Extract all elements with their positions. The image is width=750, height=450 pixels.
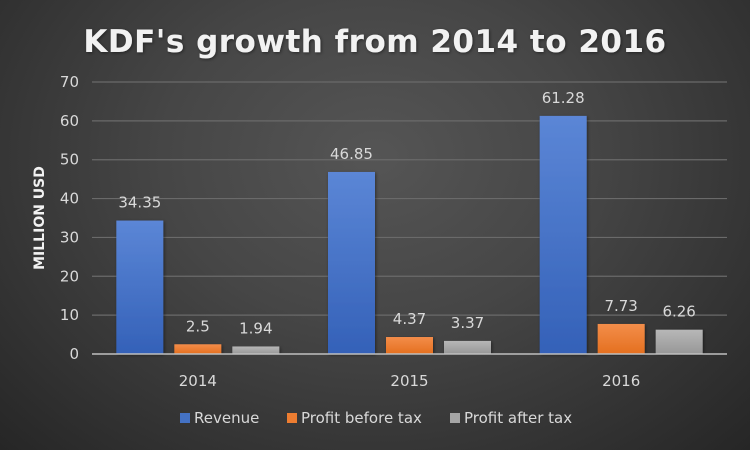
data-label: 1.94 — [239, 319, 272, 337]
bar-profit-after-tax-2016 — [655, 329, 703, 354]
data-label: 34.35 — [118, 194, 161, 212]
y-tick-label: 30 — [60, 228, 79, 246]
data-label: 61.28 — [542, 89, 585, 107]
legend-item-profit-after-tax: Profit after tax — [450, 409, 572, 427]
y-tick-label: 40 — [60, 190, 79, 208]
y-tick-label: 20 — [60, 267, 79, 285]
data-label: 2.5 — [186, 317, 210, 335]
data-label: 46.85 — [330, 145, 373, 163]
data-label: 7.73 — [604, 297, 637, 315]
legend-label: Profit after tax — [464, 409, 572, 427]
x-tick-label: 2015 — [390, 372, 428, 390]
bar-revenue-2016 — [539, 115, 587, 355]
legend-swatch — [180, 413, 190, 423]
gridlines — [92, 81, 727, 316]
bar-profit-after-tax-2014 — [232, 346, 280, 354]
y-tick-label: 10 — [60, 306, 79, 324]
y-axis-ticks: 0 10 20 30 40 50 60 70 — [60, 73, 79, 363]
data-label: 4.37 — [393, 310, 426, 328]
y-tick-label: 50 — [60, 151, 79, 169]
data-label: 3.37 — [451, 314, 484, 332]
legend-item-revenue: Revenue — [180, 409, 259, 427]
chart-title: KDF's growth from 2014 to 2016 — [83, 24, 666, 60]
y-tick-label: 0 — [69, 345, 79, 363]
x-axis-ticks: 2014 2015 2016 — [179, 372, 641, 390]
legend-label: Profit before tax — [301, 409, 422, 427]
x-tick-label: 2016 — [602, 372, 640, 390]
bars: 34.35 2.5 1.94 46.85 4.37 3.37 61.28 7.73 6.26 — [116, 89, 703, 355]
y-axis-label: MILLION USD — [32, 166, 48, 270]
bar-profit-after-tax-2015 — [444, 340, 491, 354]
bar-revenue-2014 — [116, 220, 164, 354]
legend-swatch — [450, 413, 460, 423]
data-label: 6.26 — [662, 303, 695, 321]
bar-profit-before-tax-2016 — [597, 323, 645, 354]
y-tick-label: 60 — [60, 112, 79, 130]
legend-label: Revenue — [194, 409, 259, 427]
bar-revenue-2015 — [328, 171, 375, 354]
x-tick-label: 2014 — [179, 372, 217, 390]
legend: Revenue Profit before tax Profit after tax — [180, 409, 572, 427]
bar-profit-before-tax-2015 — [386, 337, 433, 354]
legend-swatch — [287, 413, 297, 423]
bar-profit-before-tax-2014 — [174, 344, 222, 354]
y-tick-label: 70 — [60, 73, 79, 91]
legend-item-profit-before-tax: Profit before tax — [287, 409, 422, 427]
